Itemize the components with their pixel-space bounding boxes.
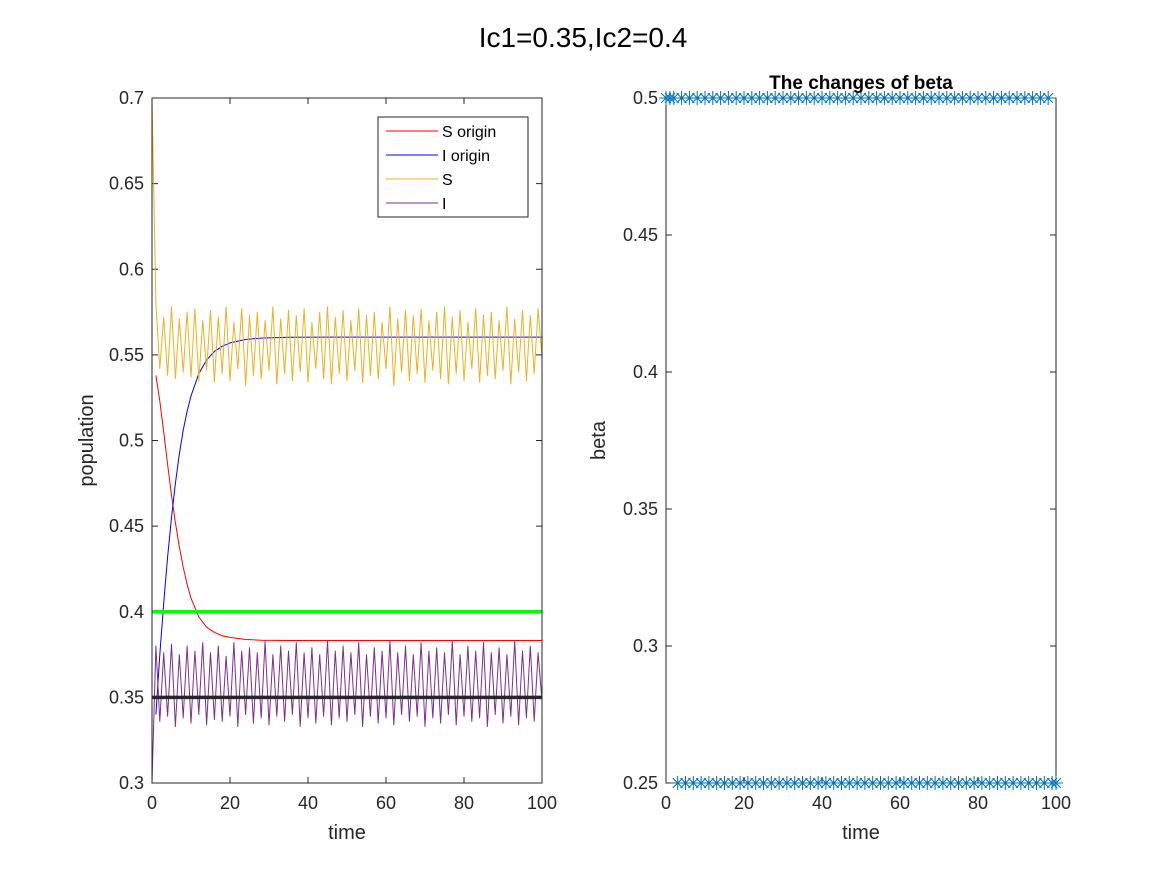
x-tick-label: 60 (376, 793, 396, 813)
series-line-s-origin (155, 375, 542, 641)
x-tick-label: 20 (734, 793, 754, 813)
x-tick-label: 0 (661, 793, 671, 813)
y-tick-label: 0.7 (119, 88, 144, 108)
x-tick-label: 100 (527, 793, 557, 813)
beta-point (912, 776, 927, 790)
series-line-i-origin (155, 336, 542, 715)
y-axis-label: population (76, 394, 98, 486)
y-tick-label: 0.35 (109, 687, 144, 707)
legend-entry: S origin (442, 124, 496, 141)
beta-point (807, 91, 822, 105)
legend-entry: S (442, 172, 453, 189)
y-tick-label: 0.4 (633, 362, 658, 382)
beta-point (865, 776, 880, 790)
beta-point (756, 776, 771, 790)
y-tick-label: 0.5 (633, 88, 658, 108)
x-axis-label: time (842, 822, 880, 844)
beta-point (834, 776, 849, 790)
x-tick-label: 100 (1041, 793, 1071, 813)
beta-point (959, 776, 974, 790)
beta-point (690, 91, 705, 105)
beta-point (811, 776, 826, 790)
beta-point (877, 91, 892, 105)
y-tick-label: 0.5 (119, 431, 144, 451)
beta-point (1033, 91, 1048, 105)
legend-entry: I (442, 196, 446, 213)
legend-box (377, 116, 529, 218)
y-tick-label: 0.35 (623, 499, 658, 519)
beta-point (994, 91, 1009, 105)
beta-point (1037, 776, 1052, 790)
beta-point (705, 91, 720, 105)
series-line-s (152, 98, 542, 387)
beta-point (783, 91, 798, 105)
x-tick-label: 80 (454, 793, 474, 813)
y-tick-label: 0.65 (109, 174, 144, 194)
beta-point (982, 776, 997, 790)
beta-point (768, 91, 783, 105)
x-tick-label: 40 (812, 793, 832, 813)
legend-entry: I origin (442, 148, 490, 165)
beta-point (737, 91, 751, 105)
x-tick-label: 20 (220, 793, 240, 813)
y-tick-label: 0.3 (633, 636, 658, 656)
axes-title: The changes of beta (769, 73, 953, 94)
figure-title: Ic1=0.35,Ic2=0.4 (479, 22, 688, 53)
beta-point (725, 776, 740, 790)
beta-point (842, 776, 857, 790)
y-tick-label: 0.3 (119, 773, 144, 793)
x-tick-label: 60 (890, 793, 910, 813)
beta-point (1010, 91, 1024, 105)
y-tick-label: 0.25 (623, 773, 658, 793)
x-tick-label: 40 (298, 793, 318, 813)
left-axes-population: 0 20 40 60 80 100 0.3 0.35 0.4 0.45 0.5 0.55 0.6 0.65… (76, 88, 557, 844)
beta-point (881, 776, 896, 790)
x-tick-label: 80 (968, 793, 988, 813)
x-axis-label: time (328, 822, 366, 844)
beta-point (1049, 776, 1063, 790)
series-line-i (152, 640, 542, 783)
beta-markers (659, 91, 1063, 790)
beta-point (1041, 91, 1056, 105)
beta-point (721, 91, 736, 105)
y-axis-label: beta (588, 420, 610, 460)
y-tick-label: 0.45 (623, 225, 658, 245)
beta-point (764, 776, 779, 790)
axes-frame (151, 97, 543, 784)
y-tick-label: 0.55 (109, 345, 144, 365)
plot-area (666, 98, 1056, 783)
beta-point (838, 91, 853, 105)
y-tick-label: 0.45 (109, 516, 144, 536)
beta-point (818, 776, 833, 790)
beta-point (928, 776, 943, 790)
x-tick-label: 0 (147, 793, 157, 813)
beta-point (815, 91, 829, 105)
beta-point (947, 91, 962, 105)
series-layer (152, 98, 542, 783)
y-tick-label: 0.4 (119, 602, 144, 622)
right-axes-beta: 0 20 40 60 80 100 0.25 0.3 0.35 0.4 0.45 0.5 time bet… (588, 73, 1071, 844)
beta-point (908, 91, 923, 105)
beta-point (740, 776, 755, 790)
y-tick-label: 0.6 (119, 259, 144, 279)
legend: S origin I origin SI (377, 116, 529, 218)
beta-point (803, 776, 818, 790)
